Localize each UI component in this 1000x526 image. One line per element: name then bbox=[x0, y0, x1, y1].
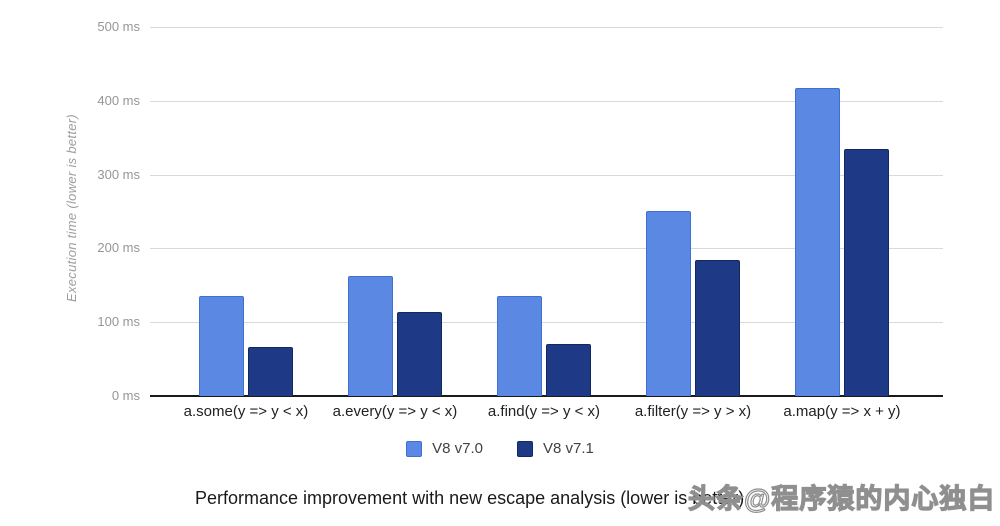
bar-v8-v7.1-0 bbox=[248, 347, 293, 396]
x-category-label-4: a.map(y => x + y) bbox=[783, 403, 901, 420]
watermark: 头条@程序猿的内心独白 bbox=[687, 483, 996, 514]
legend-label: V8 v7.1 bbox=[543, 440, 594, 457]
y-tick-label-100: 100 ms bbox=[97, 314, 140, 330]
y-tick-label-400: 400 ms bbox=[97, 92, 140, 108]
x-category-label-2: a.find(y => y < x) bbox=[487, 403, 601, 420]
gridline-200 bbox=[150, 248, 943, 250]
bar-v8-v7.0-0 bbox=[199, 296, 244, 396]
gridline-300 bbox=[150, 174, 943, 176]
y-tick-label-200: 200 ms bbox=[97, 240, 140, 256]
bar-v8-v7.0-3 bbox=[646, 210, 691, 396]
gridline-400 bbox=[150, 100, 943, 102]
legend-swatch-icon bbox=[517, 440, 533, 457]
chart-caption: Performance improvement with new escape … bbox=[195, 488, 745, 508]
legend: V8 v7.0 V8 v7.1 bbox=[0, 440, 1000, 457]
legend-item-v8-v7.0: V8 v7.0 bbox=[406, 440, 483, 457]
bar-v8-v7.1-1 bbox=[397, 311, 442, 396]
bar-v8-v7.1-3 bbox=[695, 260, 740, 396]
y-tick-label-0: 0 ms bbox=[111, 388, 140, 403]
x-category-label-1: a.every(y => y < x) bbox=[332, 403, 458, 420]
legend-item-v8-v7.1: V8 v7.1 bbox=[517, 440, 594, 457]
legend-label: V8 v7.0 bbox=[432, 440, 483, 457]
gridline-500 bbox=[150, 27, 943, 28]
bar-v8-v7.0-4 bbox=[795, 87, 840, 396]
bar-v8-v7.0-1 bbox=[348, 275, 393, 396]
y-tick-label-500: 500 ms bbox=[97, 19, 140, 34]
bar-v8-v7.1-4 bbox=[844, 148, 889, 396]
legend-swatch-icon bbox=[406, 440, 423, 457]
y-tick-label-300: 300 ms bbox=[97, 166, 140, 182]
x-axis-line bbox=[150, 395, 943, 397]
x-category-label-0: a.some(y => y < x) bbox=[183, 403, 309, 420]
gridline-100 bbox=[150, 322, 943, 324]
bar-v8-v7.1-2 bbox=[546, 344, 591, 396]
x-category-label-3: a.filter(y => y > x) bbox=[634, 403, 752, 420]
bar-v8-v7.0-2 bbox=[497, 295, 542, 396]
